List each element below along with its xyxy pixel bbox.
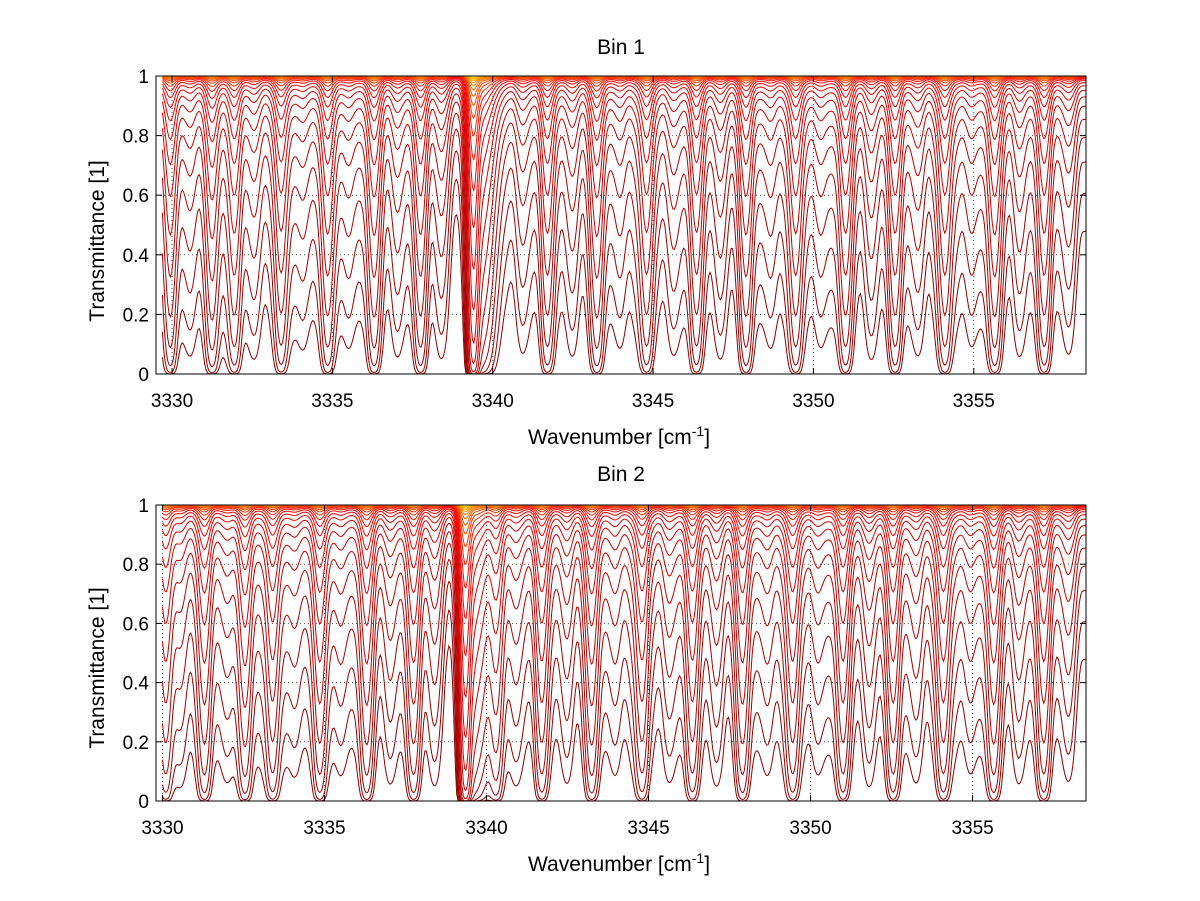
transmittance-curve — [161, 77, 1086, 193]
subplot-2-xlabel-close: ] — [704, 853, 710, 876]
y-tick-label: 0.8 — [123, 127, 149, 148]
x-tick-label: 3355 — [951, 818, 993, 839]
subplot-2-xticks: 3330 3335 3340 3345 3350 3355 — [141, 505, 994, 839]
subplot-bin-1: Bin 1 3330 3335 3340 3345 3350 3355 0 0.2 0.4 0.… — [86, 36, 1087, 449]
transmittance-curve — [161, 213, 1087, 375]
subplot-1-yticks: 0 0.2 0.4 0.6 0.8 1 — [123, 67, 1086, 386]
x-tick-label: 3345 — [632, 391, 674, 412]
transmittance-curve — [161, 79, 1086, 270]
transmittance-curve — [161, 87, 1087, 365]
subplot-1-xlabel-sup: -1 — [692, 423, 705, 439]
x-tick-label: 3345 — [627, 818, 669, 839]
transmittance-curve — [162, 542, 1087, 802]
subplot-1-xlabel-main: Wavenumber [cm — [528, 426, 692, 449]
transmittance-curve — [162, 506, 1086, 620]
transmittance-curve — [162, 76, 1086, 120]
x-tick-label: 3350 — [789, 818, 831, 839]
transmittance-curve — [162, 558, 1087, 802]
subplot-bin-2: Bin 2 3330 3335 3340 3345 3350 3355 0 0.2 0.4 0.… — [86, 463, 1087, 876]
x-tick-label: 3335 — [303, 818, 345, 839]
x-tick-label: 3340 — [472, 391, 514, 412]
x-tick-label: 3355 — [953, 391, 995, 412]
x-tick-label: 3330 — [151, 391, 193, 412]
transmittance-curve — [162, 505, 1086, 589]
subplot-1-xlabel-close: ] — [704, 426, 710, 449]
transmittance-curve — [161, 78, 1086, 228]
transmittance-curve — [161, 128, 1087, 375]
transmittance-curve — [162, 530, 1087, 802]
transmittance-curve — [162, 76, 1087, 162]
x-tick-label: 3330 — [141, 818, 183, 839]
transmittance-curve — [162, 510, 1086, 739]
y-tick-label: 0.6 — [123, 614, 149, 635]
transmittance-curve — [162, 609, 1087, 802]
subplot-1-ylabel: Transmittance [1] — [86, 160, 109, 321]
y-tick-label: 0 — [138, 365, 149, 386]
y-tick-label: 0.2 — [123, 305, 149, 326]
y-tick-label: 0.4 — [123, 674, 150, 695]
x-tick-label: 3350 — [792, 391, 834, 412]
transmittance-curve — [162, 505, 1086, 566]
transmittance-curve — [161, 101, 1087, 375]
transmittance-curve — [162, 513, 1086, 772]
subplot-2-xlabel-main: Wavenumber [cm — [528, 853, 692, 876]
transmittance-curve — [161, 83, 1087, 345]
subplot-2-ylabel: Transmittance [1] — [86, 587, 109, 748]
subplot-1-xticks: 3330 3335 3340 3345 3350 3355 — [151, 76, 995, 412]
transmittance-curve — [161, 112, 1087, 375]
y-tick-label: 0 — [138, 792, 149, 813]
transmittance-curve — [162, 507, 1086, 658]
subplot-2-yticks: 0 0.2 0.4 0.6 0.8 1 — [123, 496, 1086, 813]
transmittance-curve — [162, 644, 1087, 802]
subplot-1-axes-box — [155, 75, 1087, 375]
x-tick-label: 3340 — [465, 818, 507, 839]
subplot-2-xlabel: Wavenumber [cm-1] — [528, 850, 710, 876]
transmittance-curve — [162, 517, 1087, 792]
transmittance-curve — [162, 76, 1086, 138]
transmittance-curve — [162, 508, 1086, 699]
transmittance-curve — [161, 93, 1087, 373]
subplot-2-xlabel-sup: -1 — [692, 850, 705, 866]
subplot-1-title: Bin 1 — [597, 36, 645, 59]
x-tick-label: 3335 — [311, 391, 353, 412]
transmittance-curve — [161, 81, 1087, 311]
y-tick-label: 0.2 — [123, 733, 149, 754]
subplot-2-title: Bin 2 — [597, 463, 645, 486]
y-tick-label: 0.6 — [123, 186, 149, 207]
y-tick-label: 1 — [138, 67, 149, 88]
y-tick-label: 1 — [138, 496, 149, 517]
transmittance-curve — [162, 522, 1087, 800]
subplot-2-axes-box — [155, 504, 1087, 802]
y-tick-label: 0.8 — [123, 555, 149, 576]
transmittance-curve — [162, 580, 1087, 802]
subplot-1-xlabel: Wavenumber [cm-1] — [528, 423, 710, 449]
transmittance-curve — [161, 178, 1087, 375]
transmittance-curve — [162, 505, 1086, 548]
y-tick-label: 0.4 — [123, 246, 150, 267]
transmittance-curve — [161, 150, 1087, 375]
